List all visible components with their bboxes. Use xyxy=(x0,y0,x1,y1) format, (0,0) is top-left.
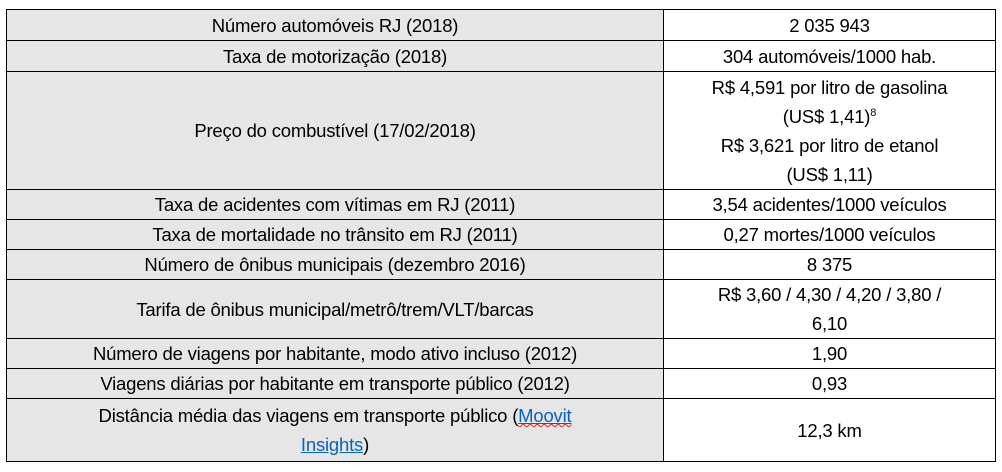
table-row: Taxa de motorização (2018) 304 automóvei… xyxy=(6,40,996,72)
table-row: Distância média das viagens em transport… xyxy=(6,398,996,462)
row-label: Número de viagens por habitante, modo at… xyxy=(6,338,664,369)
value-line: R$ 3,60 / 4,30 / 4,20 / 3,80 / xyxy=(717,284,942,305)
row-value: R$ 3,60 / 4,30 / 4,20 / 3,80 / 6,10 xyxy=(663,279,996,339)
data-table: Número automóveis RJ (2018) 2 035 943 Ta… xyxy=(6,9,996,462)
row-label: Preço do combustível (17/02/2018) xyxy=(6,71,664,190)
table-row: Taxa de mortalidade no trânsito em RJ (2… xyxy=(6,219,996,250)
value-line: R$ 4,591 por litro de gasolina xyxy=(711,76,948,98)
footnote-ref[interactable]: 8 xyxy=(870,106,877,119)
row-label: Tarifa de ônibus municipal/metrô/trem/VL… xyxy=(6,279,664,339)
value-line: R$ 3,621 por litro de etanol xyxy=(720,134,939,156)
row-value: 3,54 acidentes/1000 veículos xyxy=(663,189,996,220)
table-row: Preço do combustível (17/02/2018) R$ 4,5… xyxy=(6,71,996,190)
row-label: Viagens diárias por habitante em transpo… xyxy=(6,368,664,399)
value-line: (US$ 1,41)8 xyxy=(668,102,991,131)
row-value: 304 automóveis/1000 hab. xyxy=(663,40,996,72)
row-label: Distância média das viagens em transport… xyxy=(6,398,664,462)
row-label: Taxa de motorização (2018) xyxy=(6,40,664,72)
row-label: Taxa de mortalidade no trânsito em RJ (2… xyxy=(6,219,664,250)
table-row: Taxa de acidentes com vítimas em RJ (201… xyxy=(6,189,996,220)
table-row: Número de ônibus municipais (dezembro 20… xyxy=(6,249,996,280)
row-value: 0,93 xyxy=(663,368,996,399)
table-row: Tarifa de ônibus municipal/metrô/trem/VL… xyxy=(6,279,996,339)
moovit-insights-link[interactable]: Moovit Insights xyxy=(301,405,572,455)
row-label: Número automóveis RJ (2018) xyxy=(6,9,664,41)
row-value: 12,3 km xyxy=(663,398,996,462)
row-label: Taxa de acidentes com vítimas em RJ (201… xyxy=(6,189,664,220)
table-row: Número automóveis RJ (2018) 2 035 943 xyxy=(6,9,996,41)
row-value: R$ 4,591 por litro de gasolina (US$ 1,41… xyxy=(663,71,996,190)
row-value: 0,27 mortes/1000 veículos xyxy=(663,219,996,250)
value-line: 6,10 xyxy=(811,313,848,334)
label-text: ) xyxy=(363,434,370,455)
value-line: (US$ 1,11) xyxy=(786,163,873,185)
row-value: 1,90 xyxy=(663,338,996,369)
table-row: Número de viagens por habitante, modo at… xyxy=(6,338,996,369)
link-word: Insights xyxy=(300,434,364,455)
label-text: Distância média das viagens em transport… xyxy=(98,405,519,426)
row-label: Número de ônibus municipais (dezembro 20… xyxy=(6,249,664,280)
table-row: Viagens diárias por habitante em transpo… xyxy=(6,368,996,399)
link-word: Moovit xyxy=(518,405,572,426)
row-value: 8 375 xyxy=(663,249,996,280)
value-text: (US$ 1,41) xyxy=(782,105,871,127)
row-value: 2 035 943 xyxy=(663,9,996,41)
